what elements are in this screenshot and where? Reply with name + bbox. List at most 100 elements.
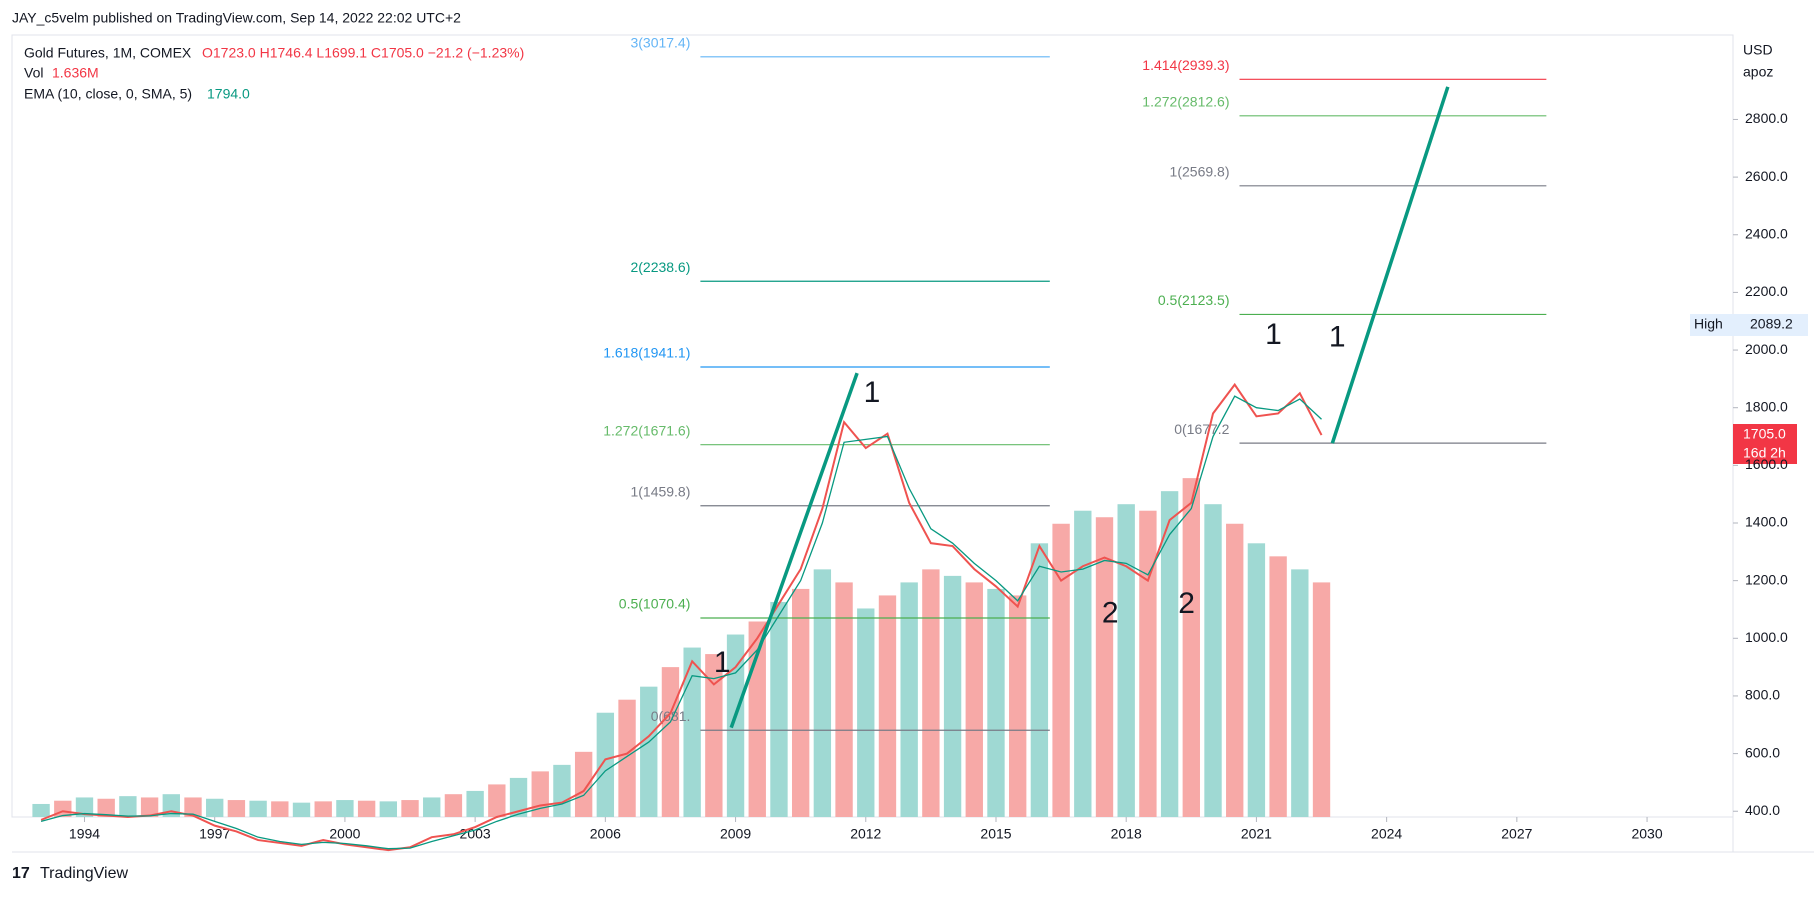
wave-label: 1 bbox=[1265, 318, 1282, 351]
fib-label: 1(1459.8) bbox=[630, 483, 690, 499]
volume-bar bbox=[1247, 543, 1266, 817]
y-tick-label: 400.0 bbox=[1745, 802, 1780, 818]
volume-bar bbox=[943, 575, 962, 817]
logo-icon: 17 bbox=[12, 865, 30, 882]
volume-bar bbox=[206, 798, 224, 817]
volume-bar bbox=[271, 801, 289, 817]
high-marker bbox=[1690, 314, 1808, 336]
volume-bar bbox=[249, 800, 267, 817]
volume-bar bbox=[444, 794, 463, 817]
volume-bar bbox=[75, 797, 94, 817]
volume-bar bbox=[1030, 543, 1049, 817]
volume-bar bbox=[314, 801, 332, 817]
volume-bar bbox=[1117, 504, 1135, 817]
volume-bar bbox=[32, 803, 50, 817]
x-tick-label: 1997 bbox=[199, 826, 230, 842]
volume-bar bbox=[1074, 510, 1092, 817]
fib-label: 3(3017.4) bbox=[630, 34, 690, 50]
wave-label: 1 bbox=[1329, 320, 1346, 353]
volume-bar bbox=[770, 601, 788, 817]
volume-bar bbox=[618, 699, 636, 817]
x-tick-label: 1994 bbox=[69, 826, 100, 842]
fib-label: 0.5(2123.5) bbox=[1158, 292, 1230, 308]
price-line bbox=[40, 382, 1323, 852]
volume-bar bbox=[1160, 491, 1179, 817]
trend-line bbox=[729, 372, 859, 729]
wave-label: 2 bbox=[1178, 587, 1195, 620]
volume-bar bbox=[336, 800, 354, 817]
volume-bar bbox=[726, 634, 745, 817]
x-tick-label: 2000 bbox=[329, 826, 360, 842]
volume-bar bbox=[509, 777, 528, 817]
y-tick-label: 1800.0 bbox=[1745, 398, 1788, 414]
y-tick-label: 2800.0 bbox=[1745, 110, 1788, 126]
volume-bar bbox=[791, 588, 810, 817]
fib-label: 1(2569.8) bbox=[1170, 164, 1230, 180]
volume-bar bbox=[357, 800, 376, 817]
x-tick-label: 2012 bbox=[850, 826, 881, 842]
fib-label: 2(2238.6) bbox=[630, 259, 690, 275]
high-value: 2089.2 bbox=[1750, 316, 1793, 332]
volume-bar bbox=[401, 800, 419, 817]
fib-label: 1.272(2812.6) bbox=[1142, 94, 1229, 110]
y-tick-label: 1200.0 bbox=[1745, 571, 1788, 587]
volume-bar bbox=[900, 582, 918, 817]
volume-bar bbox=[184, 797, 202, 817]
fib-label: 1.272(1671.6) bbox=[603, 422, 690, 438]
x-tick-label: 2021 bbox=[1241, 826, 1272, 842]
y-tick-label: 2000.0 bbox=[1745, 341, 1788, 357]
volume-bar bbox=[640, 686, 658, 817]
vol-label: Vol bbox=[24, 65, 43, 81]
x-tick-label: 2030 bbox=[1631, 826, 1662, 842]
volume-bar bbox=[813, 569, 832, 817]
ema-label: EMA (10, close, 0, SMA, 5) bbox=[24, 86, 192, 102]
x-tick-label: 2027 bbox=[1501, 826, 1532, 842]
x-tick-label: 2006 bbox=[590, 826, 621, 842]
x-tick-label: 2009 bbox=[720, 826, 751, 842]
ohlc: O1723.0 H1746.4 L1699.1 C1705.0 −21.2 (−… bbox=[202, 45, 524, 61]
volume-bar bbox=[1009, 595, 1027, 817]
fib-label: 0(681. bbox=[651, 708, 691, 724]
volume-bar bbox=[119, 796, 137, 817]
volume-bar bbox=[574, 751, 593, 817]
volume-bar bbox=[1312, 582, 1331, 817]
volume-bar bbox=[1204, 504, 1222, 817]
volume-bar bbox=[97, 798, 115, 817]
volume-bar bbox=[488, 784, 506, 817]
wave-label: 1 bbox=[864, 376, 881, 409]
price-tag bbox=[1733, 424, 1797, 464]
volume-bar bbox=[466, 790, 484, 817]
volume-bar bbox=[379, 801, 398, 817]
volume-bar bbox=[292, 802, 311, 817]
publisher: JAY_c5velm published on TradingView.com,… bbox=[12, 10, 461, 26]
volume-bar bbox=[140, 797, 159, 817]
volume-bar bbox=[596, 712, 615, 817]
fib-label: 0.5(1070.4) bbox=[619, 596, 691, 612]
fib-label: 1.618(1941.1) bbox=[603, 345, 690, 361]
y-tick-label: 600.0 bbox=[1745, 744, 1780, 760]
volume-bar bbox=[1095, 517, 1114, 817]
footer-logo: TradingView bbox=[40, 865, 128, 882]
fib-label: 0(1677.2 bbox=[1174, 421, 1229, 437]
vol-value: 1.636M bbox=[52, 65, 99, 81]
volume-bar bbox=[1052, 523, 1070, 817]
volume-bar bbox=[553, 764, 571, 817]
high-label: High bbox=[1694, 316, 1723, 332]
y-tick-label: 1400.0 bbox=[1745, 514, 1788, 530]
volume-bar bbox=[683, 647, 701, 817]
wave-label: 2 bbox=[1102, 596, 1119, 629]
volume-bar bbox=[705, 654, 723, 817]
volume-bar bbox=[835, 582, 853, 817]
fib-label: 1.414(2939.3) bbox=[1142, 57, 1229, 73]
trend-line bbox=[1330, 86, 1450, 444]
x-tick-label: 2018 bbox=[1111, 826, 1142, 842]
price-line bbox=[40, 395, 1322, 850]
y-tick-label: 2200.0 bbox=[1745, 283, 1788, 299]
y-tick-label: 2400.0 bbox=[1745, 225, 1788, 241]
volume-bar bbox=[965, 582, 983, 817]
volume-bar bbox=[922, 569, 940, 817]
wave-label: 1 bbox=[714, 646, 731, 679]
volume-bar bbox=[878, 595, 897, 817]
volume-bar bbox=[227, 800, 246, 817]
